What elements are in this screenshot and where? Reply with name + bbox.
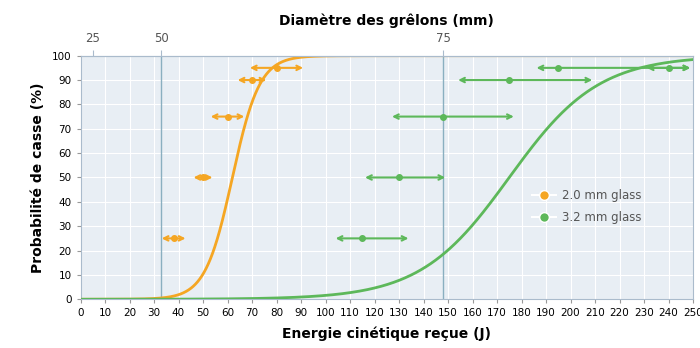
Y-axis label: Probabilité de casse (%): Probabilité de casse (%)	[31, 82, 45, 273]
X-axis label: Energie cinétique reçue (J): Energie cinétique reçue (J)	[282, 327, 491, 341]
X-axis label: Diamètre des grêlons (mm): Diamètre des grêlons (mm)	[279, 14, 494, 28]
Legend: 2.0 mm glass, 3.2 mm glass: 2.0 mm glass, 3.2 mm glass	[527, 184, 646, 229]
